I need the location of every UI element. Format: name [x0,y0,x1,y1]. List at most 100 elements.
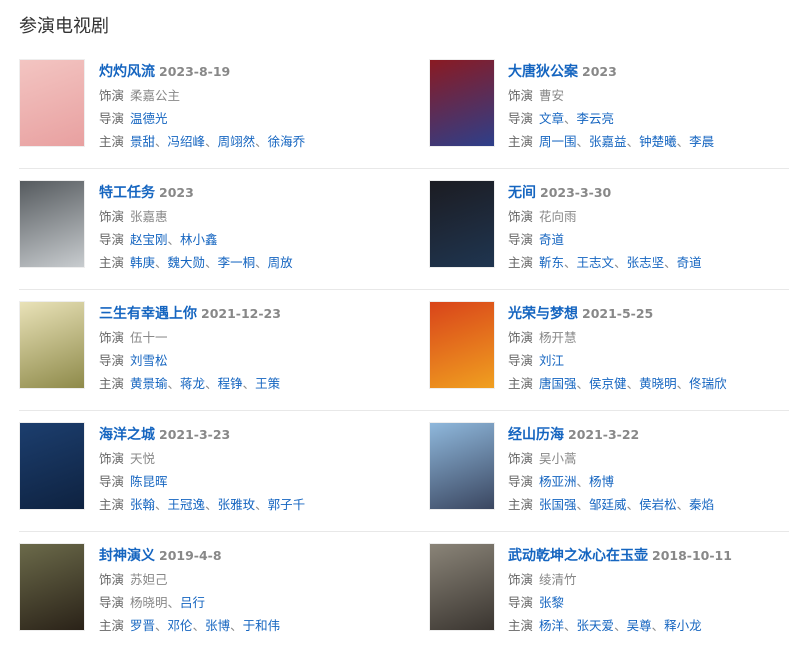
cast-link[interactable]: 蒋龙 [180,376,206,391]
drama-title[interactable]: 封神演义 [99,548,155,564]
cast-link[interactable]: 唐国强 [539,376,577,391]
role-name: 曹安 [539,88,565,103]
cast-link[interactable]: 黄晓明 [639,376,677,391]
drama-item: 经山历海 2021-3-22 饰演 吴小蒿 导演 杨亚洲、杨博 主演 张国强、邹廷威、侯… [429,411,789,532]
cast-link[interactable]: 徐海乔 [267,134,306,149]
cast-link[interactable]: 张志坚 [626,255,665,270]
drama-date: 2018-10-11 [652,548,732,563]
cast-link[interactable]: 张嘉益 [589,134,627,149]
drama-title[interactable]: 经山历海 [508,427,564,443]
cast-link[interactable]: 吴尊 [626,618,652,633]
cast-link[interactable]: 周翊然 [217,134,256,149]
director-link[interactable]: 李云亮 [576,111,615,126]
separator: 、 [576,376,590,391]
cast-link[interactable]: 王冠逸 [167,497,206,512]
role-label: 饰演 [508,572,534,587]
role-label: 饰演 [508,451,534,466]
drama-date: 2021-3-22 [568,427,640,442]
separator: 、 [676,497,690,512]
cast-link[interactable]: 王策 [255,376,281,391]
cast-link[interactable]: 杨洋 [539,618,565,633]
drama-item: 三生有幸遇上你 2021-12-23 饰演 伍十一 导演 刘雪松 主演 黄景瑜、蒋龙、程… [19,290,429,411]
cast-link[interactable]: 周放 [267,255,293,270]
drama-info: 灼灼风流 2023-8-19 饰演 柔嘉公主 导演 温德光 主演 景甜、冯绍峰、周翊然、… [99,60,305,153]
drama-poster[interactable] [19,422,85,510]
cast-link[interactable]: 张翰 [130,497,156,512]
cast-link[interactable]: 奇道 [676,255,702,270]
role-name: 吴小蒿 [539,451,577,466]
cast-link[interactable]: 李晨 [689,134,715,149]
cast-link[interactable]: 张博 [205,618,231,633]
drama-poster[interactable] [429,301,495,389]
director-link[interactable]: 林小鑫 [180,232,218,247]
cast-link[interactable]: 景甜 [130,134,156,149]
cast-link[interactable]: 罗晋 [130,618,156,633]
director-link[interactable]: 文章 [539,111,565,126]
separator: 、 [230,618,243,633]
drama-info: 经山历海 2021-3-22 饰演 吴小蒿 导演 杨亚洲、杨博 主演 张国强、邹廷威、侯… [508,423,714,516]
drama-title[interactable]: 灼灼风流 [99,64,155,80]
cast-link[interactable]: 冯绍峰 [167,134,206,149]
drama-poster[interactable] [429,180,495,268]
cast-link[interactable]: 程铮 [217,376,243,391]
separator: 、 [564,618,577,633]
drama-poster[interactable] [19,543,85,631]
cast-link[interactable]: 释小龙 [664,618,702,633]
drama-title[interactable]: 无间 [508,185,536,201]
role-label: 饰演 [99,572,125,587]
director-link[interactable]: 吕行 [180,595,206,610]
drama-poster[interactable] [429,543,495,631]
director-link[interactable]: 刘雪松 [130,353,168,368]
drama-title[interactable]: 武动乾坤之冰心在玉壶 [508,548,648,564]
cast-link[interactable]: 邹廷威 [589,497,627,512]
drama-title[interactable]: 大唐狄公案 [508,64,578,80]
director-label: 导演 [508,595,534,610]
cast-link[interactable]: 钟楚曦 [639,134,677,149]
director-label: 导演 [508,474,534,489]
director-link[interactable]: 杨博 [589,474,615,489]
drama-date: 2023 [159,185,194,200]
cast-link[interactable]: 魏大勋 [167,255,206,270]
director-link[interactable]: 陈昆晖 [130,474,168,489]
separator: 、 [155,497,168,512]
drama-poster[interactable] [19,180,85,268]
separator: 、 [576,474,590,489]
cast-link[interactable]: 邓伦 [167,618,193,633]
director-link[interactable]: 奇道 [539,232,565,247]
drama-poster[interactable] [429,59,495,147]
director-label: 导演 [508,232,534,247]
drama-title[interactable]: 三生有幸遇上你 [99,306,197,322]
director-link[interactable]: 刘江 [539,353,565,368]
cast-link[interactable]: 佟瑞欣 [689,376,727,391]
cast-link[interactable]: 靳东 [539,255,565,270]
director-link[interactable]: 杨亚洲 [539,474,577,489]
separator: 、 [626,134,640,149]
cast-link[interactable]: 侯京健 [589,376,627,391]
role-name: 花向雨 [539,209,577,224]
cast-link[interactable]: 韩庚 [130,255,156,270]
cast-link[interactable]: 张雅玫 [217,497,256,512]
drama-title[interactable]: 海洋之城 [99,427,155,443]
drama-title[interactable]: 特工任务 [99,185,155,201]
drama-poster[interactable] [19,59,85,147]
cast-link[interactable]: 秦焰 [689,497,715,512]
separator: 、 [626,497,640,512]
drama-poster[interactable] [429,422,495,510]
cast-link[interactable]: 周一围 [539,134,577,149]
cast-link[interactable]: 张天爱 [576,618,615,633]
tv-drama-list: 灼灼风流 2023-8-19 饰演 柔嘉公主 导演 温德光 主演 景甜、冯绍峰、周翊然、… [19,48,789,652]
cast-link[interactable]: 李一桐 [217,255,256,270]
drama-info: 特工任务 2023 饰演 张嘉惠 导演 赵宝刚、林小鑫 主演 韩庚、魏大勋、李一桐、周放 [99,181,293,274]
drama-poster[interactable] [19,301,85,389]
cast-link[interactable]: 张国强 [539,497,577,512]
drama-info: 光荣与梦想 2021-5-25 饰演 杨开慧 导演 刘江 主演 唐国强、侯京健、黄晓明、… [508,302,727,395]
drama-title[interactable]: 光荣与梦想 [508,306,578,322]
director-link[interactable]: 温德光 [130,111,168,126]
director-link[interactable]: 张黎 [539,595,565,610]
cast-link[interactable]: 于和伟 [242,618,281,633]
cast-link[interactable]: 郭子千 [267,497,306,512]
cast-link[interactable]: 黄景瑜 [130,376,168,391]
director-link[interactable]: 赵宝刚 [130,232,168,247]
cast-link[interactable]: 侯岩松 [639,497,677,512]
cast-link[interactable]: 王志文 [576,255,615,270]
